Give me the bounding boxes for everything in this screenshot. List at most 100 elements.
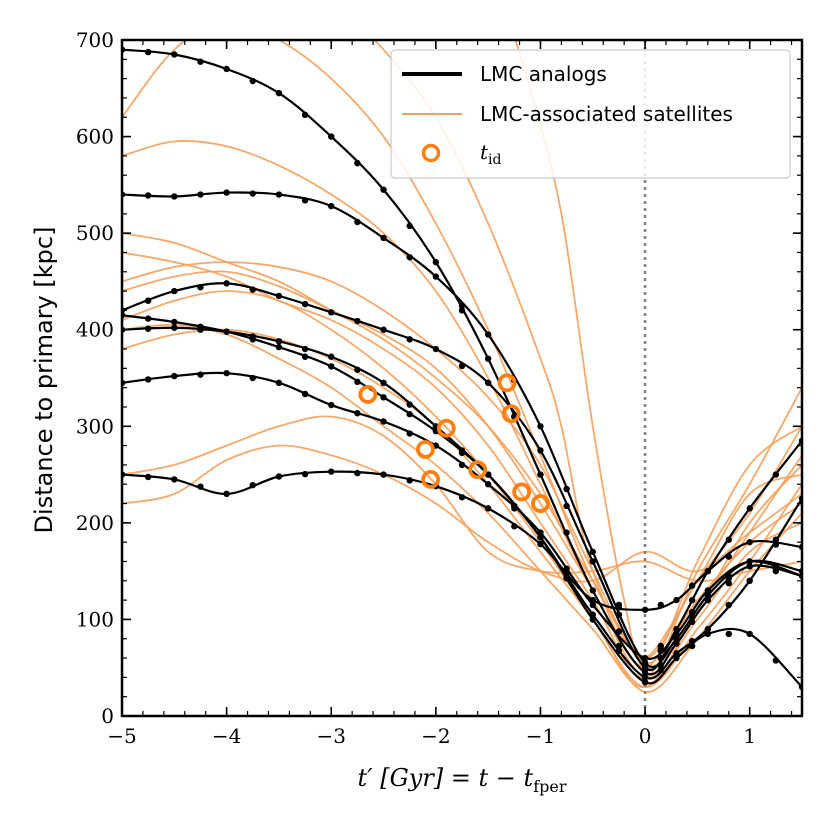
analog-lines [122, 46, 802, 691]
analog-point [275, 89, 283, 97]
analog-point [249, 481, 256, 489]
analog-point [354, 366, 361, 373]
analog-point [171, 287, 178, 295]
analog-point [704, 587, 712, 594]
analog-point [328, 309, 335, 316]
y-tick-label: 0 [101, 704, 114, 728]
analog-point [197, 284, 204, 291]
legend-tid-sub: id [488, 152, 501, 168]
analog-point [511, 523, 518, 530]
analog-point [772, 565, 780, 572]
analog-point [458, 307, 466, 314]
analog-line-analog-3 [122, 282, 802, 671]
analog-point [458, 447, 466, 454]
y-tick-label: 400 [76, 318, 114, 342]
analog-point [484, 355, 492, 362]
analog-point [328, 133, 335, 140]
analog-point [144, 473, 152, 481]
analog-point [301, 390, 309, 398]
analog-point [484, 471, 492, 478]
analog-point [673, 650, 680, 657]
analog-point [144, 325, 152, 332]
analog-point [657, 666, 664, 674]
tid-marker [501, 404, 521, 424]
analog-point [688, 596, 696, 604]
y-tick-label: 100 [76, 607, 114, 631]
analog-point [704, 567, 712, 575]
analog-point [144, 297, 152, 304]
analog-point [641, 674, 649, 681]
y-axis-label: Distance to primary [kpc] [30, 227, 58, 534]
analog-point [144, 192, 152, 199]
analog-point [641, 679, 649, 686]
analog-point [641, 606, 649, 613]
tick-labels: −5 −4 −3 −2 −1 0 1 0 100 200 300 400 500 600 700 [76, 28, 756, 748]
analog-point [589, 558, 596, 565]
analog-point [406, 411, 413, 418]
analog-point [725, 536, 732, 543]
analog-point [328, 401, 335, 409]
analog-point [301, 300, 309, 308]
analog-point [171, 318, 178, 326]
analog-point [171, 324, 178, 331]
analog-point [746, 577, 753, 584]
analog-point [772, 541, 780, 548]
plot-frame [120, 38, 804, 718]
analog-point [328, 202, 335, 210]
analog-point [171, 193, 178, 200]
satellite-line-sat-13 [122, 323, 802, 688]
analog-point [563, 529, 570, 536]
analog-point [406, 222, 413, 230]
tid-marker [512, 482, 532, 502]
analog-point [380, 471, 387, 478]
satellite-line-sat-5 [122, 290, 802, 688]
analog-line-analog-1 [122, 48, 802, 676]
analog-point [354, 218, 361, 226]
analog-point [657, 642, 664, 650]
analog-point [354, 378, 361, 386]
analog-point [406, 336, 413, 343]
analog-point [589, 548, 596, 556]
analog-point [537, 423, 544, 430]
analog-point [380, 394, 387, 401]
x-tick-label: −4 [212, 724, 241, 748]
analog-point [484, 505, 492, 512]
analog-point [197, 58, 204, 65]
analog-point [380, 186, 387, 193]
analog-point [275, 473, 283, 480]
analog-point [746, 630, 753, 638]
tid-marker [415, 440, 435, 459]
analog-point [615, 642, 623, 650]
analog-point [563, 568, 570, 576]
analog-point [537, 471, 544, 478]
analog-point [249, 77, 256, 85]
analog-point [589, 587, 596, 594]
analog-point [563, 502, 570, 510]
analog-point [380, 418, 387, 425]
analog-point [704, 625, 712, 633]
analog-point [223, 280, 230, 287]
analog-point [615, 611, 623, 618]
analog-point [171, 372, 178, 380]
satellite-line-sat-7 [122, 444, 802, 583]
analog-point [301, 111, 309, 119]
plot-data [122, 40, 802, 716]
legend-analog-label: LMC analogs [480, 62, 607, 86]
analog-point [171, 51, 178, 58]
analog-point [458, 494, 466, 501]
x-tick-label: −5 [107, 724, 136, 748]
y-tick-label: 700 [76, 28, 114, 52]
analog-point [432, 258, 440, 266]
analog-point [223, 328, 230, 335]
analog-point [772, 657, 780, 664]
analog-point [275, 379, 283, 387]
analog-point [725, 601, 732, 609]
x-tick-label: 1 [743, 724, 756, 748]
analog-point [354, 469, 361, 477]
analog-point [641, 669, 649, 676]
analog-point [354, 159, 361, 167]
analog-point [615, 628, 623, 635]
analog-point [725, 572, 732, 580]
tid-marker [497, 373, 517, 393]
